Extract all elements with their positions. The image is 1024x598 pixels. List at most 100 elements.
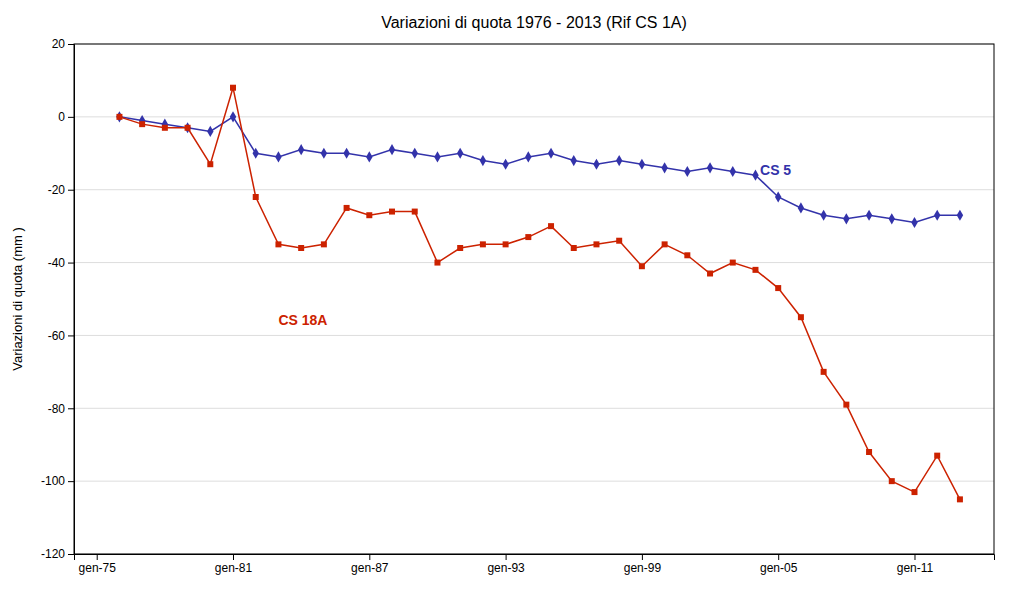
point [412,148,418,159]
x-tick: gen-05 [760,554,798,575]
y-tick-label: 0 [58,110,65,124]
point [730,166,736,177]
point [253,148,259,159]
plot-frame [74,44,994,554]
point [480,241,486,247]
y-tick: -60 [48,329,74,343]
x-tick-label: gen-93 [487,561,525,575]
point [548,148,554,159]
point [661,162,667,173]
series [116,85,962,503]
point [707,162,713,173]
point [639,263,645,269]
point [275,241,281,247]
point [207,161,213,167]
title: Variazioni di quota 1976 - 2013 (Rif CS … [381,14,687,31]
y-axis-title: Variazioni di quota (mm ) [10,227,25,371]
point [593,159,599,170]
point [139,121,145,127]
point [684,252,690,258]
point [185,125,191,131]
point [434,260,440,266]
x-tick-mark [778,554,779,560]
x-tick-label: gen-11 [897,561,934,575]
x-tick-label: gen-75 [79,561,117,575]
point [457,148,463,159]
plot-area: gen-75 gen-81 gen-87 gen-93 gen-99 gen-05 gen-… [41,37,995,574]
point [775,285,781,291]
y-tick-label: -40 [48,256,66,270]
annotation: CS 18A [278,312,327,328]
grid-line [74,408,994,409]
point [798,314,804,320]
y-tick: -120 [41,547,74,561]
point [957,496,963,502]
y-tick-mark [68,117,74,118]
point [821,369,827,375]
point [116,111,122,122]
x-tick: gen-81 [215,554,253,575]
x-tick-mark [97,554,98,560]
point [889,478,895,484]
y-tick-label: -120 [41,547,65,561]
point [616,155,622,166]
point [843,213,849,224]
point [571,155,577,166]
point [934,210,940,221]
point [116,114,122,120]
x-tick: gen-93 [487,554,525,575]
grid-line [74,481,994,482]
y-tick: -20 [48,183,74,197]
grid-line [74,116,994,117]
point [639,159,645,170]
series [116,111,963,228]
y-tick-label: -60 [48,329,66,343]
x-tick: gen-11 [897,554,934,575]
point [548,223,554,229]
annotation: CS 5 [760,162,791,178]
x-tick-label: gen-99 [624,561,662,575]
x-tick-label: gen-05 [760,561,798,575]
x-tick-mark [506,554,507,560]
point [389,144,395,155]
x-tick-label: gen-87 [351,561,389,575]
point [162,125,168,131]
series-group [116,85,963,503]
y-tick-mark [68,335,74,336]
point [502,159,508,170]
point [707,271,713,277]
point [957,210,963,221]
point [662,241,668,247]
point [752,267,758,273]
x-axis: gen-75 gen-81 gen-87 gen-93 gen-99 gen-05 gen-… [75,554,995,575]
y-grid [74,44,994,554]
point [230,85,236,91]
point [775,191,781,202]
point [480,155,486,166]
grid-line [74,189,994,190]
point [616,238,622,244]
point [321,241,327,247]
y-tick-mark [68,263,74,264]
point [503,241,509,247]
y-axis: -120-100-80-60-40-20020 [41,37,75,561]
point [275,151,281,162]
point [934,453,940,459]
point [412,209,418,215]
point [434,151,440,162]
point [298,245,304,251]
point [684,166,690,177]
y-tick-mark [68,190,74,191]
point [752,170,758,181]
y-tick: 0 [58,110,74,124]
y-tick-mark [68,408,74,409]
point [571,245,577,251]
y-tick-label: -80 [48,402,66,416]
y-tick-label: 20 [52,37,66,51]
point [889,213,895,224]
y-tick: -40 [48,256,74,270]
x-tick-label: gen-81 [215,561,253,575]
x-tick-mark [369,554,370,560]
x-tick: gen-75 [79,554,117,575]
y-tick-mark [68,481,74,482]
